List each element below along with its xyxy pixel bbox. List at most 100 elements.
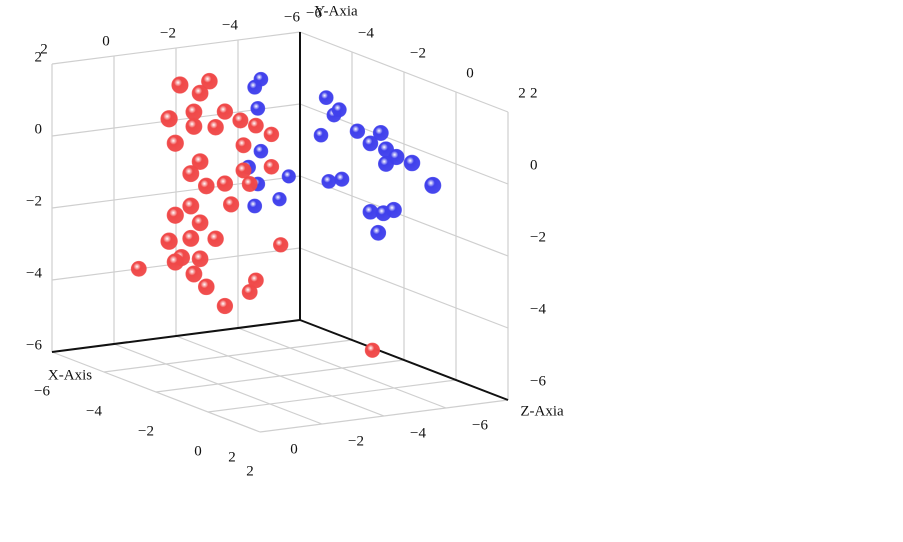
point	[232, 112, 249, 129]
y-tick-label: 2	[35, 49, 43, 65]
point	[191, 214, 209, 232]
point	[166, 134, 184, 152]
point	[388, 148, 405, 166]
labels: X-AxisY-AxiaZ-Axia−6−6−4−4−2−20022−6−6−4…	[26, 3, 564, 479]
z-tick-label: 0	[466, 65, 474, 81]
z-tick-label: −6	[34, 383, 50, 399]
grid-line	[103, 339, 353, 373]
z-tick-label: 0	[194, 443, 202, 459]
x-tick-label: −4	[222, 17, 238, 33]
x-axis-line	[51, 319, 301, 353]
z-tick-label: 2	[246, 463, 254, 479]
point	[160, 232, 178, 250]
point	[253, 143, 269, 159]
point	[185, 117, 203, 135]
point	[403, 154, 421, 172]
x-tick-label: 2	[228, 449, 236, 465]
y-tick-label: 0	[530, 157, 538, 173]
point	[197, 278, 215, 296]
point	[247, 79, 263, 95]
point	[182, 229, 200, 247]
x-tick-label: 2	[40, 41, 48, 57]
points	[130, 71, 442, 358]
axes	[51, 32, 509, 401]
point	[263, 126, 280, 143]
point	[349, 123, 366, 139]
y-tick-label: −6	[530, 373, 546, 389]
point	[241, 176, 258, 192]
grid-line	[51, 31, 301, 65]
x-tick-label: −6	[284, 9, 300, 25]
grid-line	[155, 359, 405, 393]
y-tick-label: 0	[35, 121, 43, 137]
point	[201, 72, 218, 90]
point	[185, 265, 203, 283]
point	[385, 201, 402, 219]
point	[182, 165, 200, 183]
y-axis-title: Y-Axia	[314, 3, 358, 19]
y-tick-label: −6	[26, 337, 42, 353]
x-tick-label: 0	[102, 33, 110, 49]
point	[370, 224, 387, 241]
point	[263, 159, 280, 175]
point	[216, 103, 234, 120]
point	[247, 198, 263, 214]
x-axis-title: X-Axis	[48, 367, 92, 383]
z-tick-label: −4	[358, 25, 374, 41]
point	[313, 127, 329, 143]
x-tick-label: 0	[290, 441, 298, 457]
point	[191, 250, 209, 268]
point	[166, 206, 184, 224]
point	[171, 76, 189, 94]
z-tick-label: −4	[86, 403, 102, 419]
grid-line	[259, 399, 509, 433]
point	[247, 117, 264, 134]
point	[235, 162, 252, 179]
point	[362, 135, 379, 152]
point	[364, 342, 381, 358]
point	[241, 284, 258, 300]
point	[185, 103, 203, 121]
point	[166, 253, 184, 271]
x-tick-label: −6	[472, 417, 488, 433]
point	[272, 192, 287, 207]
point	[207, 230, 224, 248]
point	[191, 84, 209, 102]
z-tick-label: −6	[306, 5, 322, 21]
x-tick-label: −2	[160, 25, 176, 41]
point	[182, 197, 200, 215]
z-tick-label: 2	[518, 85, 526, 101]
point	[273, 237, 289, 253]
point	[216, 297, 234, 315]
point	[334, 171, 350, 187]
point	[250, 101, 266, 116]
y-tick-label: −4	[26, 265, 42, 281]
point	[318, 90, 334, 105]
grid-line	[207, 379, 457, 413]
z-tick-label: −2	[410, 45, 426, 61]
point	[191, 153, 209, 170]
point	[424, 176, 442, 194]
grid	[51, 31, 509, 433]
z-axis-line	[299, 319, 509, 401]
point	[216, 175, 234, 192]
x-tick-label: −4	[410, 425, 426, 441]
point	[197, 177, 215, 195]
point	[207, 118, 224, 136]
point	[130, 260, 147, 277]
point	[222, 196, 240, 213]
point	[331, 102, 347, 118]
point	[281, 169, 296, 184]
y-tick-label: 2	[530, 85, 538, 101]
y-tick-label: −2	[530, 229, 546, 245]
y-tick-label: −2	[26, 193, 42, 209]
point	[160, 110, 178, 128]
y-tick-label: −4	[530, 301, 546, 317]
z-tick-label: −2	[138, 423, 154, 439]
point	[321, 173, 337, 189]
x-tick-label: −2	[348, 433, 364, 449]
point	[235, 137, 252, 154]
z-axis-title: Z-Axia	[520, 403, 564, 419]
